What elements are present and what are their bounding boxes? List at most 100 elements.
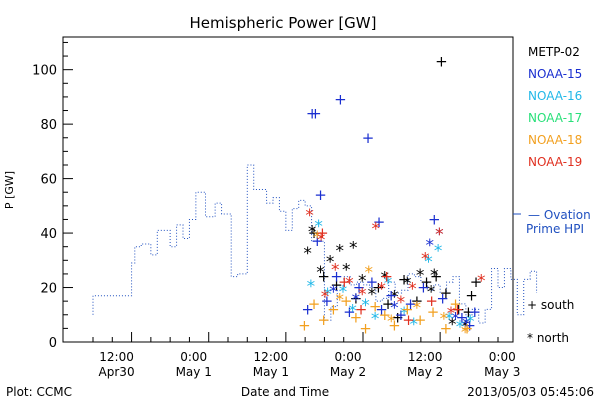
legend-item: NOAA-19 (528, 155, 582, 169)
data-point: + (330, 268, 343, 286)
data-point: + (451, 300, 464, 318)
x-tick-label: May 1 (253, 365, 289, 379)
data-point: + (317, 311, 330, 329)
data-point: * (349, 239, 358, 259)
legend-item: NOAA-17 (528, 111, 582, 125)
x-tick-label: 0:00 (335, 350, 362, 364)
data-point: * (336, 241, 345, 261)
data-point: + (420, 273, 433, 291)
x-tick-label: 0:00 (180, 350, 207, 364)
y-tick-label: 0 (49, 336, 57, 351)
data-point: * (435, 225, 444, 245)
y-axis-label: P [GW] (3, 171, 16, 209)
x-tick-label: May 2 (330, 365, 366, 379)
data-point: * (345, 274, 354, 294)
data-point: * (416, 266, 425, 286)
data-point: + (362, 129, 375, 147)
data-point: * (321, 288, 330, 308)
x-axis-label: Date and Time (241, 385, 329, 399)
data-point: * (308, 222, 317, 242)
ovation-series (92, 164, 538, 324)
footer-timestamp: 2013/05/03 05:45:06 (467, 385, 594, 399)
data-point: + (398, 270, 411, 288)
x-tick-label: 0:00 (489, 350, 516, 364)
legend: METP-02 NOAA-15 NOAA-16 NOAA-17 NOAA-18 NOAA-… (528, 45, 582, 169)
data-point: + (465, 287, 478, 305)
data-point: * (477, 271, 486, 291)
data-point: * (435, 225, 444, 245)
data-point: + (316, 224, 329, 242)
data-point: * (461, 318, 470, 338)
data-point: + (308, 224, 321, 242)
data-point: * (303, 244, 312, 264)
y-tick-label: 60 (40, 173, 57, 188)
legend-ovation-line1: — Ovation (528, 208, 591, 222)
data-point: * (426, 236, 435, 256)
ovation-prime-hpi-line (92, 164, 538, 324)
data-point: + (366, 273, 379, 291)
data-point: + (456, 308, 469, 326)
satellite-points: ************ **** *++ +++++++++++++++++++++… (298, 53, 485, 344)
plot-frame (62, 36, 514, 343)
legend-item: METP-02 (528, 45, 580, 59)
data-point: * (456, 318, 465, 338)
data-point: * (352, 290, 361, 310)
data-point: * (397, 293, 406, 313)
data-point: + (411, 292, 424, 310)
data-point: + (327, 300, 340, 318)
data-point: + (402, 311, 415, 329)
data-point: + (435, 53, 448, 71)
data-point: + (372, 279, 385, 297)
data-point: + (463, 317, 476, 335)
data-point: + (414, 311, 427, 329)
data-point: * (466, 312, 475, 332)
x-tick-label: May 1 (176, 365, 212, 379)
y-tick-label: 40 (40, 227, 57, 242)
legend-ovation-line2: Prime HPI (526, 222, 584, 236)
data-point: + (359, 319, 372, 337)
data-point: + (298, 317, 311, 335)
data-point: * (390, 299, 399, 319)
x-tick-label: 12:00 (99, 350, 134, 364)
data-point: + (340, 292, 353, 310)
data-point: + (401, 300, 414, 318)
data-point: + (373, 213, 386, 231)
data-point: * (462, 315, 471, 335)
data-point: + (461, 319, 474, 337)
x-tick-label: 12:00 (254, 350, 289, 364)
data-point: * (342, 260, 351, 280)
data-point: + (317, 268, 330, 286)
data-point: * (400, 304, 409, 324)
legend-item: NOAA-18 (528, 133, 582, 147)
y-tick-label: 100 (32, 64, 57, 79)
data-point: * (336, 290, 345, 310)
data-point: + (425, 292, 438, 310)
data-point: + (301, 300, 314, 318)
legend-item: NOAA-15 (528, 67, 582, 81)
data-point: + (427, 303, 440, 321)
data-point: + (452, 300, 465, 318)
legend-north-symbol: * north (527, 331, 569, 345)
data-point: + (440, 319, 453, 337)
data-point: + (355, 300, 368, 318)
data-point: * (384, 274, 393, 294)
plot-border (62, 36, 514, 343)
data-point: + (391, 308, 404, 326)
data-point: + (428, 210, 441, 228)
data-point: * (361, 296, 370, 316)
x-tick-label: May 3 (484, 365, 520, 379)
data-point: * (421, 250, 430, 270)
data-point: + (468, 303, 481, 321)
data-point: * (440, 309, 449, 329)
data-point: + (440, 284, 453, 302)
data-point: + (306, 104, 319, 122)
data-point: * (317, 231, 326, 251)
data-point: * (323, 285, 332, 305)
data-point: + (308, 295, 321, 313)
data-point: * (371, 309, 380, 329)
data-point: * (434, 241, 443, 261)
data-point: * (445, 309, 454, 329)
data-point: * (364, 263, 373, 283)
